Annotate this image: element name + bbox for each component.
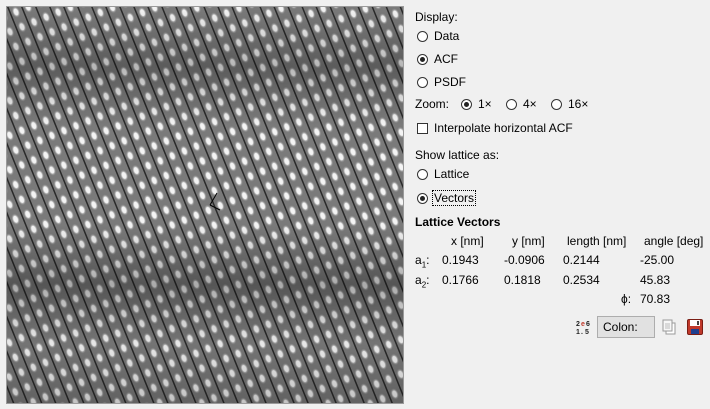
checkbox-icon[interactable] (417, 122, 428, 134)
acf-image-preview[interactable] (6, 6, 404, 404)
show-lattice-option-lattice[interactable]: Lattice (417, 167, 469, 181)
svg-text:2: 2 (576, 321, 580, 328)
number-format-icon: 2 e 6 1 . 5 (575, 318, 593, 336)
a1-y: -0.0906 (504, 253, 545, 267)
a2-y: 0.1818 (504, 273, 541, 287)
zoom-label: Zoom: (415, 97, 450, 111)
phi-label: ϕ: (621, 292, 632, 306)
display-label: Display: (415, 10, 458, 24)
lattice-vectors-title: Lattice Vectors (415, 215, 501, 229)
header-length: length [nm] (567, 234, 627, 248)
radio-icon[interactable] (417, 30, 428, 42)
a2-angle: 45.83 (640, 273, 671, 287)
radio-icon[interactable] (417, 168, 428, 180)
zoom-option-1x[interactable]: 1× (461, 97, 492, 111)
svg-text:.: . (581, 329, 583, 336)
a1-x: 0.1943 (442, 253, 479, 267)
row-a1-label: a1: (415, 253, 430, 270)
header-angle: angle [deg] (644, 234, 704, 248)
radio-icon[interactable] (417, 76, 428, 88)
acf-image (7, 7, 403, 403)
zoom-option-4x[interactable]: 4× (506, 97, 537, 111)
phi-value: 70.83 (640, 292, 671, 306)
radio-icon[interactable] (506, 98, 517, 110)
copy-icon[interactable] (661, 318, 679, 336)
show-lattice-option-vectors[interactable]: Vectors (417, 190, 477, 206)
radio-checked-icon[interactable] (417, 192, 428, 204)
a1-angle: -25.00 (640, 253, 675, 267)
radio-checked-icon[interactable] (417, 53, 428, 65)
row-a2-label: a2: (415, 273, 430, 290)
display-option-data[interactable]: Data (417, 29, 459, 43)
a2-length: 0.2534 (563, 273, 600, 287)
zoom-option-16x[interactable]: 16× (551, 97, 588, 111)
display-option-acf[interactable]: ACF (417, 52, 458, 66)
header-x: x [nm] (451, 234, 484, 248)
radio-checked-icon[interactable] (461, 98, 472, 110)
svg-text:1: 1 (576, 329, 580, 336)
header-y: y [nm] (512, 234, 545, 248)
number-format-button[interactable]: Colon: (597, 316, 655, 338)
interpolate-checkbox[interactable]: Interpolate horizontal ACF (417, 121, 573, 135)
svg-text:5: 5 (585, 329, 589, 336)
a1-length: 0.2144 (563, 253, 600, 267)
radio-icon[interactable] (551, 98, 562, 110)
lattice-vectors-marker (209, 192, 221, 211)
control-panel: Display: Data ACF PSDF Zoom: 1× 4× 16× (415, 0, 710, 409)
show-lattice-label: Show lattice as: (415, 148, 500, 162)
svg-text:6: 6 (586, 321, 590, 328)
svg-text:e: e (581, 321, 585, 328)
display-option-psdf[interactable]: PSDF (417, 75, 466, 89)
a2-x: 0.1766 (442, 273, 479, 287)
save-icon[interactable] (686, 318, 704, 336)
